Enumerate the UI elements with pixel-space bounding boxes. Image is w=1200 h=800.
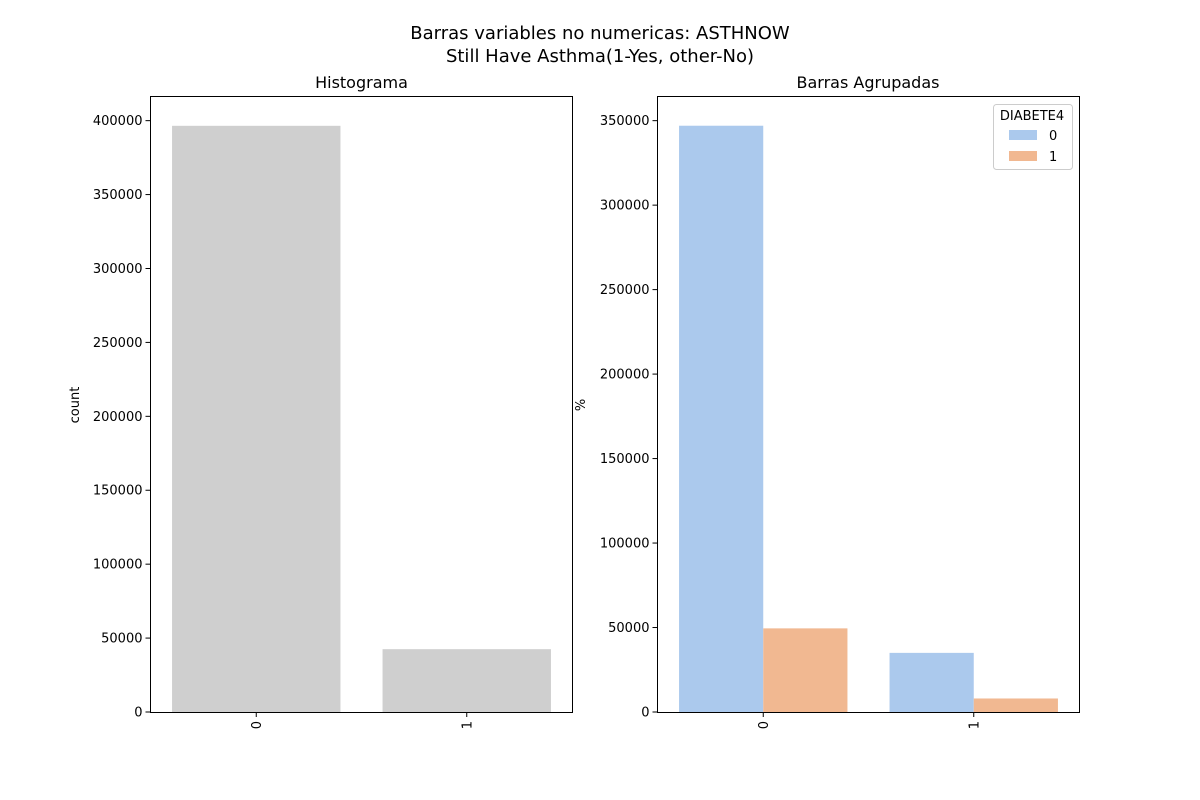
grouped-bar-y-ticks: 0 50000 100000 150000 200000 250000 300000 3500… [600,114,658,721]
y-tick-label: 100000 [93,558,143,573]
y-tick-label: 50000 [101,632,142,647]
histogram-y-axis-label: count [68,387,83,424]
legend: DIABETE4 0 1 [993,104,1073,170]
y-tick-label: 150000 [600,452,650,467]
histogram-bars [172,125,551,712]
grouped-bars [679,125,1058,712]
y-tick-label: 200000 [600,368,650,383]
legend-label-series-1: 1 [1049,150,1057,165]
grouped-bar-chart: Barras Agrupadas % 0 50000 100000 150000 200… [574,73,1080,729]
histogram-title: Histograma [315,73,408,92]
histogram-chart: Histograma count 0 50000 100000 150000 20000… [68,73,573,729]
figure-title-line-2: Still Have Asthma(1-Yes, other-No) [446,46,754,67]
y-tick-label: 100000 [600,537,650,552]
y-tick-label: 200000 [93,410,143,425]
grouped-bar-title: Barras Agrupadas [797,73,940,92]
y-tick-label: 150000 [93,484,143,499]
y-tick-label: 300000 [600,199,650,214]
legend-swatch-series-0 [1009,130,1037,140]
x-tick-label: 0 [757,721,772,729]
histogram-bar-0 [172,125,341,712]
y-tick-label: 250000 [600,283,650,298]
y-tick-label: 0 [641,706,649,721]
legend-label-series-0: 0 [1049,129,1057,144]
y-tick-label: 250000 [93,336,143,351]
grouped-bar-cat-0-series-1 [763,628,848,712]
grouped-bar-cat-0-series-0 [679,125,764,712]
x-tick-label: 1 [460,721,475,729]
x-tick-label: 0 [250,721,265,729]
y-tick-label: 300000 [93,262,143,277]
x-tick-label: 1 [967,721,982,729]
histogram-bar-1 [382,649,551,712]
histogram-plot-frame [150,96,573,713]
legend-title: DIABETE4 [1000,109,1064,124]
grouped-bar-plot-frame [657,96,1080,713]
y-tick-label: 0 [134,706,142,721]
grouped-bar-cat-1-series-0 [889,652,974,712]
y-tick-label: 350000 [93,188,143,203]
y-tick-label: 350000 [600,114,650,129]
histogram-y-ticks: 0 50000 100000 150000 200000 250000 300000 3500… [93,114,151,721]
figure-title-line-1: Barras variables no numericas: ASTHNOW [410,23,790,44]
grouped-bar-y-axis-label: % [574,399,589,411]
grouped-bar-cat-1-series-1 [973,698,1058,712]
y-tick-label: 50000 [608,621,649,636]
y-tick-label: 400000 [93,114,143,129]
legend-swatch-series-1 [1009,151,1037,161]
